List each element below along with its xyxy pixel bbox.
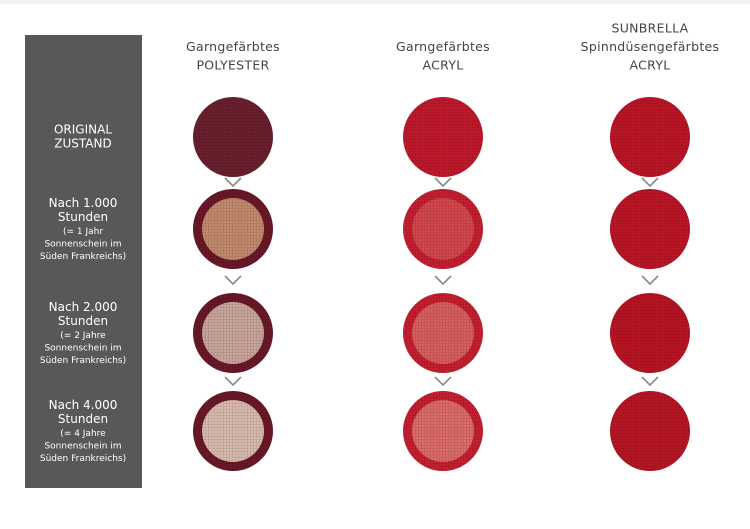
row-note: Sonnenschein im [44, 239, 121, 249]
swatch-texture [610, 97, 690, 177]
swatch-texture [610, 189, 690, 269]
column-header: ACRYL [629, 58, 670, 73]
swatch-texture [193, 293, 273, 373]
row-label: ZUSTAND [54, 137, 111, 151]
chevron [434, 177, 452, 188]
swatch-texture [610, 293, 690, 373]
sidebar [25, 35, 142, 488]
swatch-texture [610, 391, 690, 471]
row-note: Sonnenschein im [44, 343, 121, 353]
chevron [224, 275, 242, 286]
row-note: (= 2 Jahre [60, 331, 106, 341]
swatch-texture [403, 293, 483, 373]
chevron [434, 376, 452, 387]
top-strip [0, 0, 750, 4]
swatch-texture [193, 97, 273, 177]
row-label: Nach 4.000 [49, 398, 118, 412]
column-header: SUNBRELLA [611, 21, 688, 36]
chevron [641, 376, 659, 387]
swatch-texture [403, 391, 483, 471]
row-note: Sonnenschein im [44, 441, 121, 451]
chevron [224, 177, 242, 188]
column-header: ACRYL [422, 58, 463, 73]
chevron [434, 275, 452, 286]
column-header: Garngefärbtes [186, 39, 280, 54]
texts: Garngefärbtes POLYESTER Garngefärbtes ACRYL… [40, 21, 720, 464]
row-label: Stunden [58, 210, 108, 224]
row-label: ORIGINAL [54, 123, 112, 137]
swatches [193, 97, 690, 471]
swatch-texture [403, 189, 483, 269]
swatch-texture [193, 391, 273, 471]
row-note: Süden Frankreichs) [40, 454, 126, 464]
column-header: Spinndüsengefärbtes [581, 39, 720, 54]
row-label: Nach 1.000 [49, 196, 118, 210]
row-note: Süden Frankreichs) [40, 252, 126, 262]
row-label: Nach 2.000 [49, 300, 118, 314]
column-header: Garngefärbtes [396, 39, 490, 54]
chevron [641, 275, 659, 286]
chevron [224, 376, 242, 387]
swatch-texture [193, 189, 273, 269]
row-note: Süden Frankreichs) [40, 356, 126, 366]
row-note: (= 4 Jahre [60, 429, 106, 439]
row-label: Stunden [58, 412, 108, 426]
row-label: Stunden [58, 314, 108, 328]
row-note: (= 1 Jahr [63, 227, 103, 237]
column-header: POLYESTER [196, 58, 269, 73]
swatch-texture [403, 97, 483, 177]
chevron [641, 177, 659, 188]
